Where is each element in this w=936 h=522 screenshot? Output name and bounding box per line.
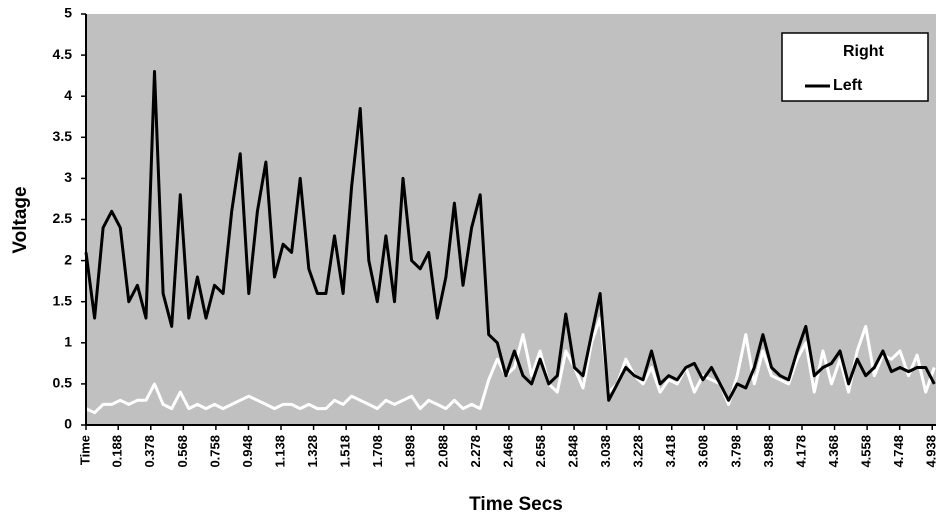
legend: Right Left xyxy=(781,32,929,102)
y-axis-title: Voltage xyxy=(10,186,31,253)
x-tick-label: 4.938 xyxy=(924,435,936,468)
x-tick-label: 2.848 xyxy=(566,435,581,468)
y-tick-label: 1.5 xyxy=(53,292,73,308)
x-tick-label: 3.988 xyxy=(761,435,776,468)
y-tick-label: 2 xyxy=(64,251,72,267)
x-tick-label: 2.088 xyxy=(435,435,450,468)
series-line xyxy=(85,316,936,415)
x-tick-label: 0.378 xyxy=(142,435,157,468)
x-tick-label: 1.518 xyxy=(338,435,353,468)
x-tick-label: 3.038 xyxy=(598,435,613,468)
y-tick-label: 0 xyxy=(64,416,72,432)
y-tick-label: 3 xyxy=(64,169,72,185)
x-tick-label: 2.658 xyxy=(533,435,548,468)
x-tick-label: 1.138 xyxy=(272,435,287,468)
x-tick-label: 3.798 xyxy=(728,435,743,468)
x-tick-label: 3.608 xyxy=(696,435,711,468)
x-tick-label: 2.278 xyxy=(468,435,483,468)
x-tick-label: 3.228 xyxy=(631,435,646,468)
y-tick-label: 2.5 xyxy=(53,210,73,226)
x-axis-title: Time Secs xyxy=(469,494,563,515)
x-tick-label: 1.898 xyxy=(403,435,418,468)
x-tick-label: 4.558 xyxy=(859,435,874,468)
x-tick-label: 2.468 xyxy=(500,435,515,468)
x-tick-label: Time xyxy=(77,435,92,465)
x-tick-label: 3.418 xyxy=(663,435,678,468)
y-tick-label: 4 xyxy=(64,87,72,103)
y-tick-label: 3.5 xyxy=(53,128,73,144)
x-tick-label: 0.188 xyxy=(110,435,125,468)
x-tick-label: 1.328 xyxy=(305,435,320,468)
x-tick-label: 4.748 xyxy=(891,435,906,468)
legend-box xyxy=(781,32,929,102)
y-tick-label: 5 xyxy=(64,5,72,21)
x-tick-label: 0.568 xyxy=(175,435,190,468)
x-tick-label: 0.758 xyxy=(207,435,222,468)
x-tick-label: 4.368 xyxy=(826,435,841,468)
legend-label: Left xyxy=(833,77,863,94)
series-line xyxy=(84,70,936,402)
x-tick-label: 0.948 xyxy=(240,435,255,468)
y-tick-label: 0.5 xyxy=(53,375,73,391)
x-tick-label: 4.178 xyxy=(793,435,808,468)
y-tick-label: 1 xyxy=(64,334,72,350)
x-tick-label: 1.708 xyxy=(370,435,385,468)
y-tick-label: 4.5 xyxy=(53,46,73,62)
legend-label: Right xyxy=(843,43,885,60)
